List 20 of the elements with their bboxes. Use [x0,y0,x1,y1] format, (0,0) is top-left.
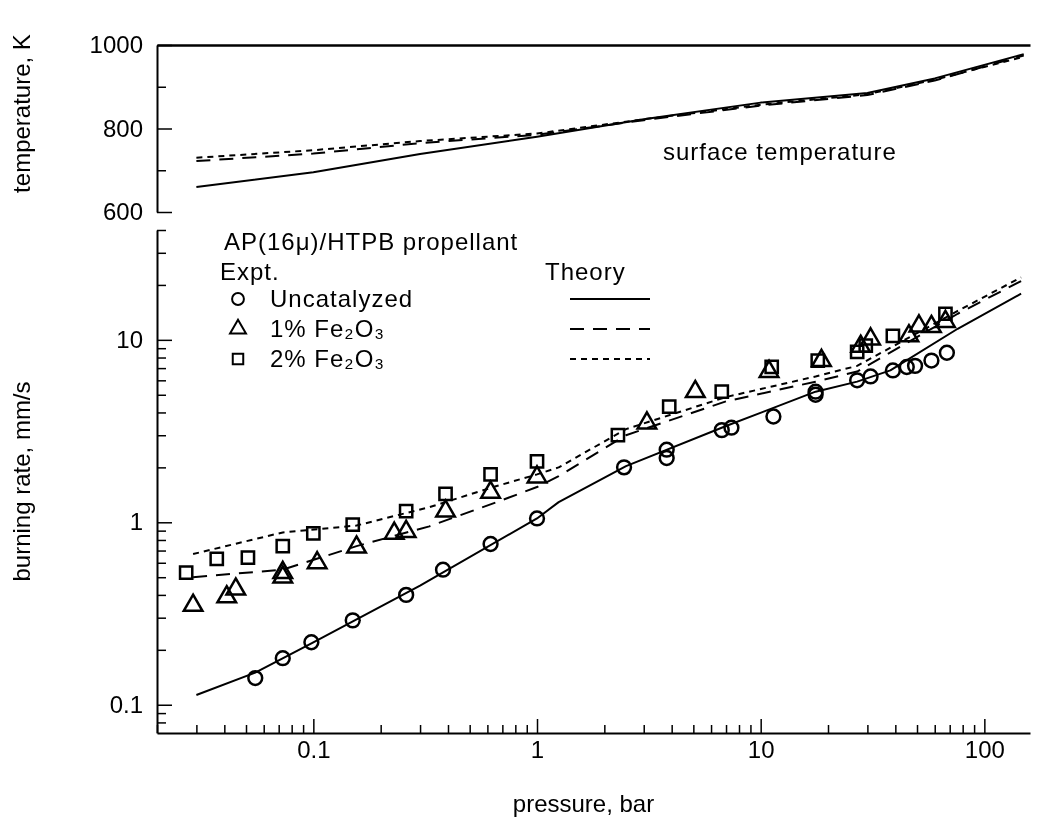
y-tick-label: 10 [116,326,143,354]
y-tick-label: 0.1 [109,690,143,718]
x-tick-label: 1 [530,736,545,764]
legend-label: Uncatalyzed [270,285,414,312]
y-tick-label: 600 [102,198,143,226]
x-tick-label: 10 [747,736,775,764]
x-axis-title: pressure, bar [512,790,655,817]
y-tick-label: 1000 [89,31,143,59]
annotation: surface temperature [663,138,897,165]
x-tick-label: 100 [964,736,1005,764]
x-tick-label: 0.1 [297,736,331,764]
y-axis-title: temperature, K [8,34,35,193]
legend-label: 1% Fe₂O₃ [270,315,386,342]
y-tick-label: 1 [129,508,143,536]
annotation: Theory [545,258,626,285]
y-axis-title: burning rate, mm/s [8,381,35,582]
legend-label: 2% Fe₂O₃ [270,345,386,372]
annotation: Expt. [220,258,280,285]
y-tick-label: 800 [102,114,143,142]
legend-title: AP(16μ)/HTPB propellant [224,228,519,255]
